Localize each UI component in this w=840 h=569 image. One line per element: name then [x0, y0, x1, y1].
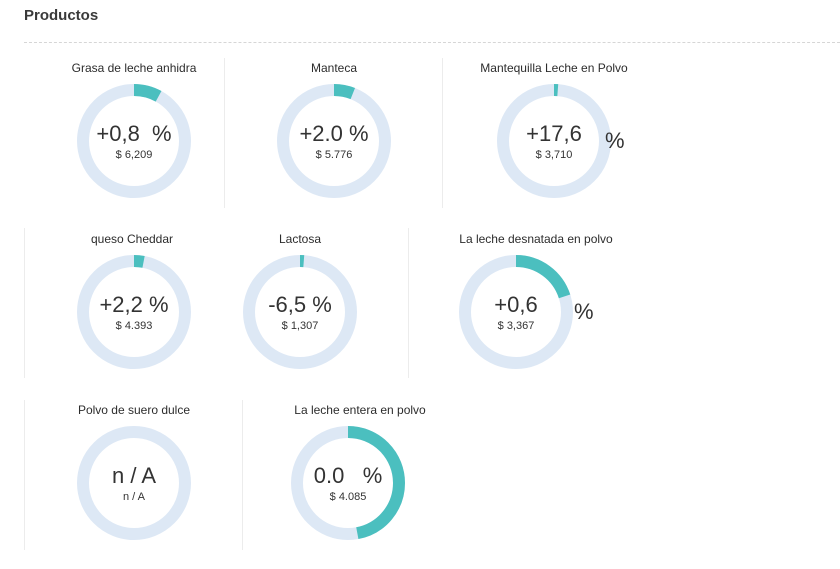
- column-divider: [24, 400, 25, 550]
- product-name: Manteca: [310, 61, 358, 75]
- donut-arc: [243, 255, 357, 369]
- percent-value: +0,6: [494, 292, 538, 317]
- donut-chart: +0,6 $ 3,367: [458, 254, 574, 370]
- donut-arc: [77, 255, 191, 369]
- product-price: $ 1,307: [281, 320, 319, 332]
- donut-arc: [291, 426, 405, 540]
- product-price: $ 3,367: [497, 320, 535, 332]
- donut-arc: [459, 255, 573, 369]
- product-price: $ 6,209: [115, 149, 153, 161]
- percent-value: +0,8: [96, 121, 140, 146]
- product-card[interactable]: Polvo de suero dulce n / A n / A: [44, 403, 224, 568]
- donut-chart: +0,8 % $ 6,209: [76, 83, 192, 199]
- product-name: Grasa de leche anhidra: [71, 61, 197, 75]
- product-price: n / A: [122, 491, 146, 503]
- donut-chart: -6,5 % $ 1,307: [242, 254, 358, 370]
- column-divider: [408, 228, 409, 378]
- percent-sign: %: [605, 128, 625, 153]
- product-price: $ 4.085: [329, 491, 367, 503]
- percent-sign: %: [574, 299, 594, 324]
- percent-change: -6,5 %: [268, 292, 332, 317]
- donut-track: [77, 426, 191, 540]
- product-name: La leche entera en polvo: [294, 403, 426, 417]
- product-name: La leche desnatada en polvo: [459, 232, 613, 246]
- donut-svg: [77, 255, 191, 369]
- donut-chart: +2.0 % $ 5.776: [276, 83, 392, 199]
- donut-arc: [277, 84, 391, 198]
- product-price: $ 4.393: [115, 320, 153, 332]
- product-card[interactable]: queso Cheddar +2,2 % $ 4.393: [42, 232, 222, 397]
- donut-svg: [459, 255, 573, 369]
- product-name: Mantequilla Leche en Polvo: [480, 61, 628, 75]
- donut-svg: [243, 255, 357, 369]
- column-divider: [442, 58, 443, 208]
- product-name: Lactosa: [278, 232, 322, 246]
- column-divider: [24, 228, 25, 378]
- header-divider: [24, 42, 840, 43]
- product-price: $ 3,710: [535, 149, 573, 161]
- product-card[interactable]: Lactosa -6,5 % $ 1,307: [210, 232, 390, 397]
- product-price: $ 5.776: [315, 149, 353, 161]
- product-card[interactable]: La leche entera en polvo 0.0 % $ 4.085: [270, 403, 450, 568]
- donut-chart: n / A n / A: [76, 425, 192, 541]
- donut-chart: +17,6 $ 3,710: [496, 83, 612, 199]
- percent-change: 0.0 %: [290, 463, 406, 489]
- percent-sign: %: [362, 463, 383, 488]
- percent-value: +17,6: [526, 121, 582, 146]
- product-name: Polvo de suero dulce: [77, 403, 191, 417]
- column-divider: [242, 400, 243, 550]
- percent-change: +2,2 %: [99, 292, 169, 317]
- donut-chart: +2,2 % $ 4.393: [76, 254, 192, 370]
- column-divider: [224, 58, 225, 208]
- product-card[interactable]: La leche desnatada en polvo +0,6 $ 3,367…: [446, 232, 626, 397]
- donut-svg: [77, 426, 191, 540]
- donut-arc: [497, 84, 611, 198]
- percent-value: 0.0: [313, 463, 345, 488]
- percent-sign: %: [152, 121, 172, 146]
- product-card[interactable]: Manteca +2.0 % $ 5.776: [244, 61, 424, 226]
- donut-svg: [497, 84, 611, 198]
- donut-svg: [277, 84, 391, 198]
- percent-change: +0,8 %: [76, 121, 192, 147]
- percent-change: +2.0 %: [299, 121, 369, 146]
- product-card[interactable]: Grasa de leche anhidra +0,8 % $ 6,209: [44, 61, 224, 226]
- section-title: Productos: [24, 7, 99, 24]
- product-card[interactable]: Mantequilla Leche en Polvo +17,6 $ 3,710…: [464, 61, 644, 226]
- percent-change: n / A: [111, 463, 157, 488]
- donut-arc: [77, 84, 191, 198]
- donut-chart: 0.0 % $ 4.085: [290, 425, 406, 541]
- donut-svg: [77, 84, 191, 198]
- donut-svg: [291, 426, 405, 540]
- product-name: queso Cheddar: [90, 232, 174, 246]
